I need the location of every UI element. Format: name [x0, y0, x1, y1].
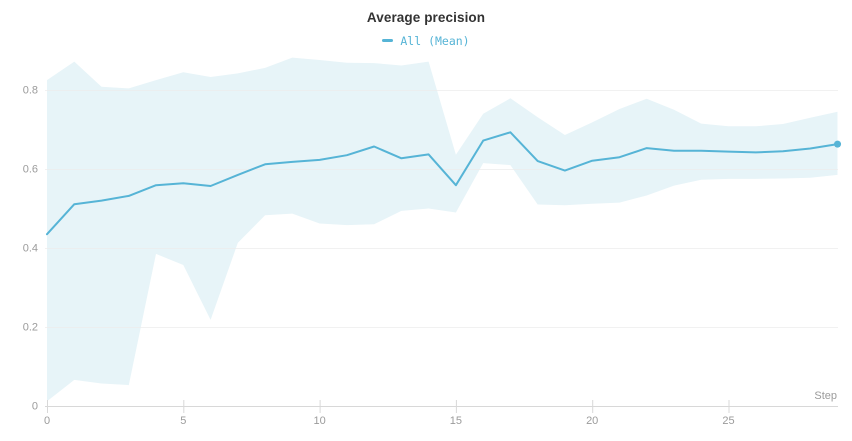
x-tick-label-25: 25	[722, 415, 734, 427]
y-tick-label-0.2: 0.2	[23, 322, 38, 334]
x-axis: 0 5 10 15 20 25 Step	[44, 390, 838, 427]
x-tick-label-10: 10	[313, 415, 325, 427]
y-tick-label-0: 0	[32, 401, 38, 413]
y-tick-label-0.6: 0.6	[23, 164, 38, 176]
x-axis-title: Step	[814, 390, 837, 402]
legend-series-label: All (Mean)	[400, 34, 470, 48]
legend-line-swatch	[382, 38, 394, 42]
y-axis-labels: 0 0.2 0.4 0.6 0.8	[23, 85, 38, 413]
y-tick-label-0.8: 0.8	[23, 85, 38, 97]
last-point-marker	[834, 140, 842, 148]
x-tick-label-20: 20	[586, 415, 598, 427]
y-tick-label-0.4: 0.4	[23, 243, 38, 255]
x-tick-label-15: 15	[450, 415, 462, 427]
chart-legend[interactable]: All (Mean)	[0, 34, 852, 48]
chart-title: Average precision	[366, 10, 486, 25]
x-tick-label-5: 5	[180, 415, 186, 427]
confidence-band	[47, 57, 838, 402]
x-tick-label-0: 0	[44, 415, 50, 427]
mean-line	[46, 131, 839, 236]
